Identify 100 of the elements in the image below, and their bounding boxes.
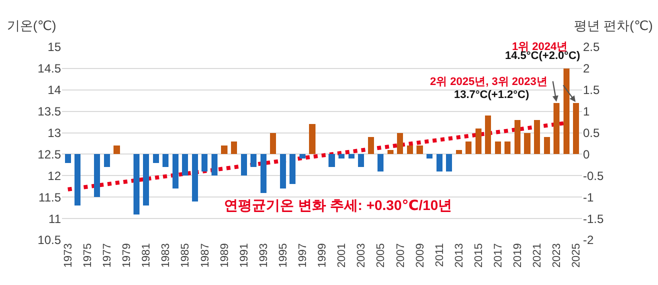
bar <box>270 132 276 154</box>
x-tick-label: 1997 <box>297 243 310 268</box>
bar <box>328 154 335 168</box>
bar <box>94 154 100 198</box>
x-tick-label: 1989 <box>218 243 231 268</box>
bar <box>456 150 462 154</box>
bar <box>280 154 286 189</box>
x-tick-label: 2011 <box>434 243 446 267</box>
bar <box>133 154 140 214</box>
x-tick-label: 1983 <box>160 243 172 268</box>
x-tick-label: 1977 <box>102 243 114 268</box>
x-tick-label: 2007 <box>394 243 407 268</box>
x-tick-label: 2001 <box>336 243 348 268</box>
bar <box>426 154 433 159</box>
y-tick-label: 13.5 <box>38 104 62 119</box>
bar <box>162 154 169 168</box>
y2-tick-label: -1 <box>583 190 594 204</box>
x-tick-label: 2003 <box>356 243 368 268</box>
bar <box>573 102 580 154</box>
bar <box>114 146 120 154</box>
bar <box>192 154 198 202</box>
x-tick-label: 2019 <box>512 243 524 268</box>
y-tick-label: 11 <box>48 212 62 226</box>
x-tick-label: 2021 <box>532 243 544 268</box>
y-tick-label: 10.5 <box>38 233 62 248</box>
bar <box>514 120 521 154</box>
annotation: 1위 2024년 <box>512 41 568 53</box>
annotation: 2위 2025년, 3위 2023년 <box>430 76 548 88</box>
y-tick-label: 12.5 <box>38 147 62 162</box>
bar <box>475 128 482 154</box>
bar <box>250 154 257 168</box>
x-tick-label: 1993 <box>258 243 270 268</box>
y-tick-label: 14 <box>48 83 62 98</box>
bar <box>466 141 472 154</box>
bar <box>299 154 306 159</box>
bar <box>368 137 374 154</box>
y2-tick-label: 2.5 <box>583 40 600 54</box>
y2-tick-label: 0 <box>583 147 590 162</box>
x-tick-label: 1999 <box>316 243 329 268</box>
y2-tick-label: -1.5 <box>583 212 604 226</box>
bar <box>348 154 354 159</box>
bar <box>485 116 492 154</box>
bar <box>260 154 266 193</box>
y-tick-label: 12 <box>48 168 62 183</box>
annotation: 14.5°C(+2.0°C) <box>505 50 580 62</box>
bar <box>563 68 570 154</box>
y-tick-label: 14.5 <box>38 62 62 76</box>
x-tick-label: 1995 <box>277 243 290 268</box>
bar <box>104 154 110 168</box>
bar <box>74 154 81 206</box>
x-tick-label: 1975 <box>82 243 94 268</box>
annotation: 연평균기온 변화 추세: +0.30℃/10년 <box>224 197 452 213</box>
bar <box>202 154 208 172</box>
y-tick-label: 13 <box>48 126 62 140</box>
x-tick-label: 1981 <box>140 243 153 268</box>
bar <box>211 154 218 176</box>
y2-tick-label: 1 <box>583 104 590 119</box>
bar <box>240 154 247 176</box>
x-tick-label: 1973 <box>62 243 74 268</box>
y2-tick-label: 2 <box>583 62 590 76</box>
bar <box>172 154 178 189</box>
y2-tick-label: 1.5 <box>583 83 600 98</box>
bar <box>290 154 296 184</box>
bar <box>358 154 364 168</box>
bar <box>338 154 345 159</box>
bar <box>182 154 188 176</box>
y-tick-label: 15 <box>48 40 62 54</box>
x-tick-label: 2025 <box>570 243 583 268</box>
bar <box>64 154 71 163</box>
x-tick-label: 2015 <box>472 243 485 268</box>
x-tick-label: 2005 <box>375 243 388 268</box>
y-axis-title: 기온(℃) <box>7 18 56 33</box>
bar <box>397 132 404 154</box>
bar <box>309 124 316 154</box>
x-tick-label: 1987 <box>199 243 212 268</box>
bar <box>387 150 394 154</box>
bar <box>406 146 413 154</box>
bar <box>378 154 384 172</box>
bar <box>416 146 423 154</box>
bar <box>143 154 150 206</box>
bar <box>152 154 159 163</box>
bar <box>436 154 442 172</box>
bar <box>524 132 530 154</box>
bar <box>534 120 540 154</box>
x-tick-label: 2023 <box>551 243 564 268</box>
x-tick-label: 2017 <box>492 243 505 268</box>
x-tick-label: 2013 <box>453 243 466 268</box>
y2-tick-label: 0.5 <box>583 126 600 140</box>
y2-tick-label: -0.5 <box>583 168 604 183</box>
y2-tick-label: -2 <box>583 233 594 248</box>
y-tick-label: 11.5 <box>38 190 62 204</box>
bar <box>446 154 452 172</box>
x-tick-label: 1985 <box>180 243 192 268</box>
x-tick-label: 1991 <box>238 243 250 268</box>
x-tick-label: 1979 <box>121 243 134 268</box>
y2-axis-title: 평년 편차(℃) <box>574 18 653 33</box>
bar <box>231 141 238 154</box>
bar <box>504 141 511 154</box>
bar <box>494 141 501 154</box>
bar <box>544 137 550 154</box>
